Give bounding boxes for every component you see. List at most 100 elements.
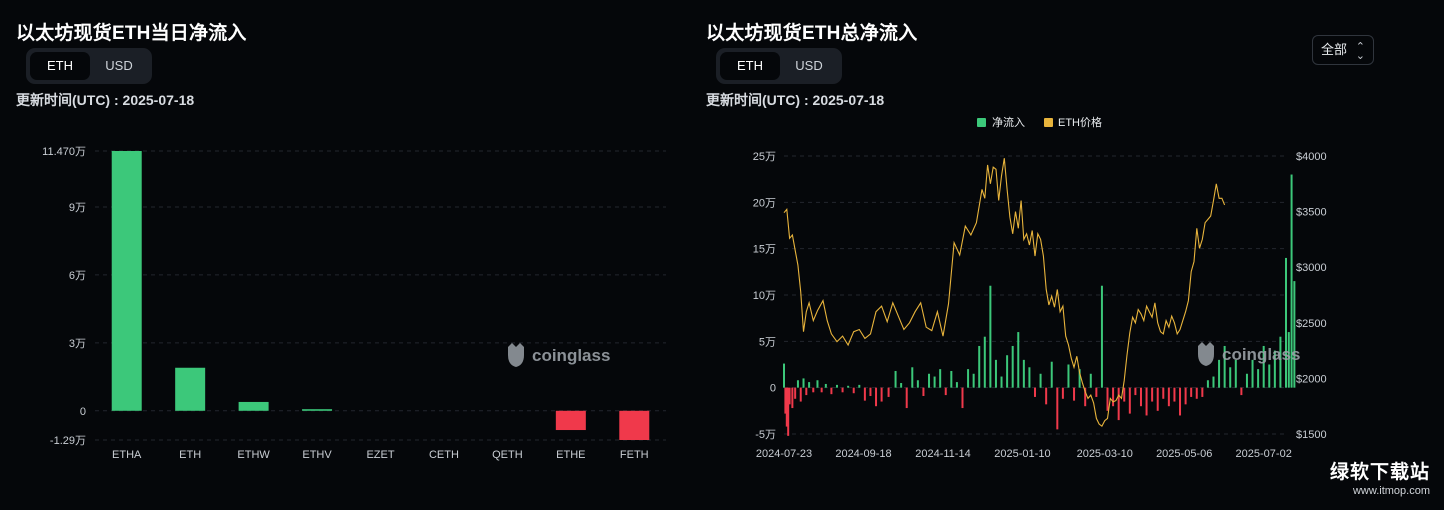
inflow-bar bbox=[1089, 373, 1092, 388]
site-name: 绿软下载站 bbox=[1329, 462, 1430, 483]
unit-toggle: ETH USD bbox=[26, 48, 152, 84]
y-right-tick-label: $2500 bbox=[1296, 318, 1327, 330]
inflow-bar bbox=[1128, 387, 1131, 414]
inflow-bar bbox=[1073, 387, 1076, 401]
inflow-bar bbox=[1173, 387, 1176, 402]
inflow-bar bbox=[1022, 359, 1025, 388]
bar-eth bbox=[175, 367, 206, 411]
inflow-bar bbox=[961, 387, 964, 409]
toggle-usd-button[interactable]: USD bbox=[795, 58, 823, 73]
inflow-bar bbox=[1100, 285, 1103, 388]
range-select-value: 全部 bbox=[1321, 42, 1348, 57]
coinglass-logo-icon bbox=[508, 343, 524, 367]
inflow-bar bbox=[950, 370, 953, 388]
inflow-bar bbox=[799, 387, 802, 402]
inflow-bar bbox=[1061, 387, 1064, 399]
inflow-bar bbox=[1067, 364, 1070, 388]
inflow-bar bbox=[787, 387, 790, 436]
inflow-bar bbox=[1151, 387, 1154, 402]
toggle-eth-button[interactable]: ETH bbox=[720, 52, 780, 80]
y-left-tick-label: 10万 bbox=[753, 290, 776, 302]
inflow-bar bbox=[894, 370, 897, 388]
site-url: www.itmop.com bbox=[1352, 485, 1430, 497]
inflow-bar bbox=[1285, 257, 1287, 388]
inflow-bar bbox=[1268, 364, 1271, 388]
x-tick-label: EZET bbox=[366, 449, 394, 461]
inflow-bar bbox=[967, 369, 970, 388]
y-left-tick-label: 0 bbox=[770, 383, 776, 395]
legend-swatch-inflow bbox=[977, 118, 986, 127]
x-tick-label: 2024-09-18 bbox=[835, 448, 891, 460]
inflow-bar bbox=[1287, 332, 1290, 388]
site-watermark: 绿软下载站 www.itmop.com bbox=[1330, 462, 1430, 498]
eth-price-line bbox=[783, 158, 1226, 428]
x-tick-label: ETHE bbox=[556, 449, 585, 461]
daily-chart-title: 以太坊现货ETH当日净流入 bbox=[16, 23, 247, 44]
inflow-bar bbox=[880, 387, 883, 402]
inflow-bar bbox=[1134, 387, 1137, 396]
toggle-usd-button[interactable]: USD bbox=[105, 58, 133, 73]
inflow-bar bbox=[1034, 387, 1036, 397]
inflow-bar bbox=[939, 369, 942, 388]
x-tick-label: 2024-07-23 bbox=[756, 448, 812, 460]
x-tick-label: 2024-11-14 bbox=[915, 448, 970, 460]
inflow-bar bbox=[1045, 387, 1048, 405]
inflow-bar bbox=[928, 373, 931, 388]
inflow-bar bbox=[1011, 345, 1014, 388]
inflow-bar bbox=[911, 367, 914, 388]
inflow-bar bbox=[955, 382, 958, 388]
inflow-bar bbox=[1028, 367, 1031, 388]
inflow-bar bbox=[863, 387, 866, 401]
y-right-tick-label: $3000 bbox=[1296, 262, 1327, 274]
inflow-bar bbox=[1262, 345, 1265, 388]
y-tick-label: 9万 bbox=[69, 202, 86, 214]
y-right-tick-label: $1500 bbox=[1296, 429, 1327, 441]
inflow-bar bbox=[788, 387, 791, 405]
y-right-tick-label: $4000 bbox=[1296, 151, 1327, 163]
bar-feth bbox=[619, 410, 650, 440]
inflow-bar bbox=[1123, 387, 1126, 402]
inflow-bar bbox=[835, 384, 838, 388]
coinglass-watermark: coinglass bbox=[508, 343, 610, 367]
inflow-bar bbox=[816, 380, 819, 388]
inflow-bar bbox=[1084, 387, 1087, 407]
inflow-bar bbox=[933, 376, 936, 388]
toggle-eth-button[interactable]: ETH bbox=[30, 52, 90, 80]
legend-label-price: ETH价格 bbox=[1058, 115, 1102, 129]
inflow-bar bbox=[1206, 380, 1209, 388]
inflow-bar bbox=[783, 363, 785, 388]
inflow-bar bbox=[1190, 387, 1193, 397]
y-right-tick-label: $2000 bbox=[1296, 373, 1327, 385]
inflow-bar bbox=[812, 387, 815, 393]
y-tick-label: 0 bbox=[80, 406, 86, 418]
inflow-bar bbox=[1095, 387, 1098, 397]
inflow-bar bbox=[1145, 387, 1148, 416]
x-tick-label: FETH bbox=[620, 449, 649, 461]
y-left-tick-label: -5万 bbox=[755, 429, 776, 441]
range-select[interactable]: 全部 ⌃ ⌄ bbox=[1312, 35, 1374, 65]
y-tick-label: 11.470万 bbox=[42, 146, 86, 158]
inflow-bar bbox=[1078, 369, 1081, 388]
inflow-bar bbox=[1139, 387, 1142, 407]
inflow-bar bbox=[983, 336, 986, 388]
y-left-tick-label: 5万 bbox=[759, 336, 776, 348]
coinglass-logo-icon bbox=[1198, 342, 1214, 366]
inflow-bar bbox=[830, 387, 833, 395]
bar-ethe bbox=[555, 410, 586, 431]
x-tick-label: ETHA bbox=[112, 449, 142, 461]
daily-inflow-bar-chart: 11.470万 9万 6万 3万 0 -1.29万 ETHA ETH ETHW ETHV EZET C… bbox=[42, 146, 666, 461]
inflow-bar bbox=[972, 373, 975, 388]
inflow-bar bbox=[796, 380, 799, 388]
bar-ethv bbox=[302, 409, 333, 411]
x-tick-label: QETH bbox=[492, 449, 523, 461]
inflow-bar bbox=[1106, 387, 1109, 411]
inflow-bar bbox=[1212, 376, 1215, 388]
inflow-bar bbox=[887, 387, 890, 397]
inflow-bar bbox=[794, 387, 797, 399]
legend: 净流入 ETH价格 bbox=[977, 115, 1102, 129]
coinglass-watermark: coinglass bbox=[1198, 342, 1300, 366]
y-right-tick-label: $3500 bbox=[1296, 207, 1327, 219]
bar-ethw bbox=[238, 401, 269, 411]
inflow-bar bbox=[905, 387, 908, 409]
inflow-bar bbox=[1017, 332, 1020, 388]
